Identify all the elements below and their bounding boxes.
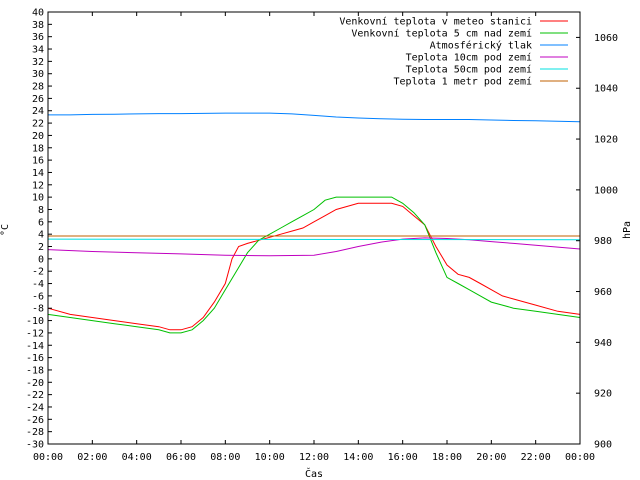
x-axis-label: Čas	[305, 467, 323, 480]
y2-tick-label: 940	[594, 338, 612, 349]
y-tick-label: -6	[32, 291, 44, 302]
y-tick-label: -8	[32, 304, 44, 315]
y-tick-label: 18	[32, 143, 44, 154]
y-tick-label: -18	[26, 365, 44, 376]
y-tick-label: -12	[26, 328, 44, 339]
x-tick-label: 10:00	[255, 452, 285, 463]
x-tick-label: 04:00	[122, 452, 152, 463]
y-tick-label: 32	[32, 57, 44, 68]
y-tick-label: -28	[26, 427, 44, 438]
y-tick-label: -4	[32, 279, 44, 290]
y2-axis-label: hPa	[622, 221, 633, 239]
y2-tick-label: 1060	[594, 33, 618, 44]
x-tick-label: 22:00	[521, 452, 551, 463]
y-tick-label: -30	[26, 440, 44, 451]
y-tick-label: -22	[26, 390, 44, 401]
y-tick-label: 40	[32, 8, 44, 19]
legend-label: Teplota 50cm pod zemí	[406, 64, 532, 76]
x-tick-label: 00:00	[565, 452, 595, 463]
y-tick-label: 30	[32, 69, 44, 80]
y2-tick-label: 960	[594, 287, 612, 298]
y2-tick-label: 980	[594, 236, 612, 247]
y-tick-label: 12	[32, 180, 44, 191]
y-axis-label: °C	[0, 224, 11, 236]
y-tick-label: -26	[26, 415, 44, 426]
x-tick-label: 18:00	[432, 452, 462, 463]
series-line-0	[47, 202, 581, 331]
y-tick-label: 38	[32, 20, 44, 31]
legend-label: Atmosférický tlak	[430, 40, 532, 52]
x-tick-label: 12:00	[299, 452, 329, 463]
y-tick-label: 20	[32, 131, 44, 142]
y-tick-label: 34	[32, 45, 44, 56]
series-line-2	[48, 112, 581, 123]
y-tick-label: 36	[32, 32, 44, 43]
x-tick-label: 08:00	[210, 452, 240, 463]
y-tick-label: -2	[32, 267, 44, 278]
series-line-4	[47, 238, 581, 241]
y-tick-label: 14	[32, 168, 44, 179]
x-tick-label: 06:00	[166, 452, 196, 463]
right-axis-ticks: 1060 1040 1020 1000 980 960 940 920 900	[576, 33, 618, 451]
y2-tick-label: 1000	[594, 185, 618, 196]
x-tick-label: 14:00	[343, 452, 373, 463]
y-tick-label: 6	[38, 217, 44, 228]
legend-label: Teplota 1 metr pod zemí	[394, 76, 532, 88]
y-tick-label: 26	[32, 94, 44, 105]
y-tick-label: 8	[38, 205, 44, 216]
x-tick-label: 16:00	[388, 452, 418, 463]
y2-tick-label: 920	[594, 389, 612, 400]
plot-lines	[47, 112, 581, 334]
y-tick-label: -14	[26, 341, 44, 352]
left-axis-ticks: 4038363432302826242220181614121086420-2-…	[26, 8, 52, 451]
x-tick-label: 02:00	[77, 452, 107, 463]
x-tick-label: 00:00	[33, 452, 63, 463]
y-tick-label: 0	[38, 254, 44, 265]
y-tick-label: 2	[38, 242, 44, 253]
y2-tick-label: 900	[594, 440, 612, 451]
legend-label: Venkovní teplota v meteo stanici	[339, 16, 532, 28]
y-tick-label: 4	[38, 230, 44, 241]
y-tick-label: 24	[32, 106, 44, 117]
bottom-axis-ticks: 00:00 02:00 04:00 06:00 08:00 10:00 12:00 14:00…	[33, 12, 595, 463]
legend-label: Venkovní teplota 5 cm nad zemí	[351, 28, 532, 40]
legend: Venkovní teplota v meteo staniciVenkovní…	[339, 16, 568, 88]
series-line-3	[47, 237, 581, 257]
y2-tick-label: 1040	[594, 84, 618, 95]
x-tick-label: 20:00	[476, 452, 506, 463]
legend-label: Teplota 10cm pod zemí	[406, 52, 532, 64]
y-tick-label: -20	[26, 378, 44, 389]
y-tick-label: 22	[32, 119, 44, 130]
y-tick-label: 10	[32, 193, 44, 204]
y-tick-label: 28	[32, 82, 44, 93]
y-tick-label: -24	[26, 402, 44, 413]
y-tick-label: 16	[32, 156, 44, 167]
y2-tick-label: 1020	[594, 135, 618, 146]
y-tick-label: -16	[26, 353, 44, 364]
y-tick-label: -10	[26, 316, 44, 327]
series-line-1	[47, 196, 581, 334]
